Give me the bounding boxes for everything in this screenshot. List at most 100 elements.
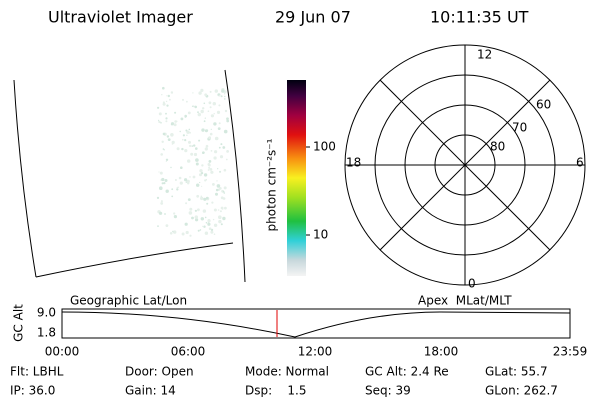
emission-speck	[184, 149, 188, 153]
emission-speck	[209, 132, 213, 136]
emission-speck	[195, 162, 199, 166]
emission-speck	[164, 213, 166, 215]
emission-speck	[204, 216, 207, 219]
emission-speck	[206, 129, 209, 132]
emission-speck	[216, 110, 221, 114]
emission-speck	[158, 120, 161, 124]
emission-speck	[180, 117, 184, 121]
emission-speck	[199, 169, 203, 173]
emission-speck	[219, 171, 221, 173]
emission-speck	[169, 98, 171, 101]
emission-speck	[200, 88, 204, 92]
emission-speck	[220, 95, 223, 98]
emission-speck	[204, 231, 209, 235]
emission-speck	[165, 189, 169, 193]
emission-speck	[171, 140, 175, 144]
emission-speck	[185, 202, 188, 205]
emission-speck	[161, 94, 163, 96]
colorbar-scale	[287, 80, 306, 276]
emission-speck	[223, 168, 227, 172]
emission-speck	[201, 185, 203, 187]
emission-speck	[208, 136, 212, 140]
emission-speck	[204, 93, 208, 97]
status-field: Flt: LBHL	[10, 365, 64, 379]
emission-speck	[162, 86, 165, 90]
emission-speck	[181, 147, 184, 151]
emission-speck	[218, 122, 221, 125]
emission-speck	[213, 223, 218, 227]
emission-speck	[194, 105, 197, 109]
emission-speck	[212, 218, 215, 221]
emission-speck	[187, 111, 191, 115]
emission-speck	[200, 196, 204, 201]
emission-speck	[159, 171, 163, 175]
emission-speck	[217, 127, 221, 130]
emission-speck	[214, 150, 218, 154]
emission-speck	[187, 198, 191, 202]
emission-speck	[192, 175, 196, 179]
emission-speck	[213, 113, 215, 115]
emission-speck	[184, 222, 188, 226]
emission-speck	[184, 139, 187, 142]
emission-speck	[189, 234, 192, 237]
polar-grid: 12 18 6 0 60 70 80	[344, 44, 586, 291]
timeline-left-title: Geographic Lat/Lon	[70, 294, 187, 308]
colorbar-tick-label: 100	[313, 140, 336, 154]
emission-speck	[189, 176, 191, 178]
emission-speck	[182, 134, 185, 137]
emission-speck	[224, 109, 228, 113]
emission-speck	[181, 232, 185, 236]
emission-speck	[182, 98, 184, 101]
colorbar-label: photon cm⁻²s⁻¹	[265, 138, 279, 231]
timeline-y-label: GC Alt	[12, 304, 26, 342]
emission-speck	[166, 104, 169, 107]
emission-speck	[170, 123, 173, 126]
emission-speck	[207, 169, 210, 171]
polar-label: 60	[536, 98, 551, 112]
emission-speck	[172, 230, 174, 233]
emission-speck	[210, 228, 214, 232]
emission-speck	[199, 173, 202, 177]
emission-speck	[161, 182, 164, 185]
emission-speck	[220, 143, 223, 146]
emission-speck	[226, 119, 230, 123]
emission-speck	[201, 164, 204, 167]
timeline-y-tick: 9.0	[37, 306, 56, 320]
emission-speck	[188, 211, 193, 215]
timeline-x-tick: 23:59	[553, 345, 588, 359]
emission-speck	[209, 106, 212, 109]
polar-label: 80	[490, 140, 505, 154]
emission-speck	[197, 208, 200, 212]
emission-speck	[210, 114, 214, 118]
emission-speck	[226, 150, 230, 153]
emission-speck	[212, 183, 215, 186]
emission-speck	[176, 147, 180, 151]
polar-label: 70	[512, 121, 527, 135]
emission-speck	[203, 197, 207, 201]
emission-speck	[174, 111, 177, 114]
emission-speck	[225, 158, 228, 161]
emission-speck	[179, 130, 181, 133]
timeline-y-tick: 1.8	[37, 326, 56, 340]
emission-speck	[196, 183, 200, 187]
emission-speck	[158, 171, 160, 173]
emission-speck	[162, 101, 165, 104]
emission-speck	[205, 196, 209, 200]
emission-speck	[202, 225, 204, 227]
emission-speck	[222, 146, 226, 149]
emission-speck	[218, 146, 221, 149]
emission-speck	[174, 179, 177, 181]
emission-speck	[215, 188, 219, 192]
emission-speck	[210, 230, 214, 234]
emission-speck	[220, 223, 223, 226]
emission-speck	[218, 94, 221, 97]
emission-speck	[195, 218, 199, 222]
emission-speck	[185, 230, 189, 235]
footer: Flt: LBHL Door: Open Mode: Normal GC Alt: 2…	[10, 365, 558, 398]
emission-speck	[182, 138, 184, 141]
emission-speck	[199, 181, 201, 184]
emission-speck	[163, 182, 166, 185]
image-edge	[13, 79, 37, 278]
emission-speck	[194, 209, 197, 212]
emission-speck	[173, 123, 177, 127]
